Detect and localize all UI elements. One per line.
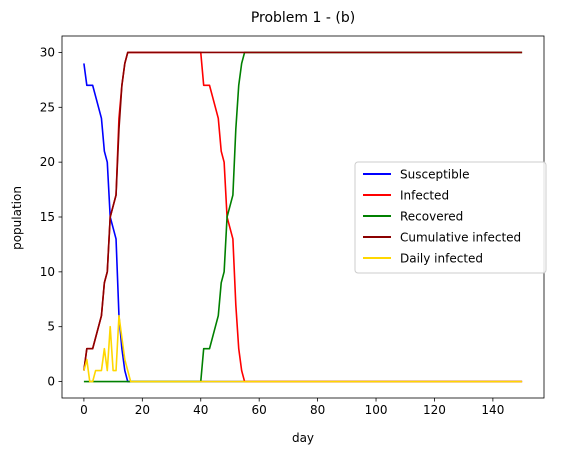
legend-label-daily-infected: Daily infected <box>400 252 483 266</box>
x-tick-label: 80 <box>310 403 325 417</box>
legend-label-infected: Infected <box>400 189 449 203</box>
y-tick-label: 0 <box>47 375 55 389</box>
series-layer <box>83 51 523 383</box>
series-line-cumulative-infected <box>83 51 523 371</box>
legend: Susceptible Infected Recovered Cumulative i… <box>354 161 547 274</box>
y-tick-label: 20 <box>40 155 55 169</box>
chart-title: Problem 1 - (b) <box>251 10 355 26</box>
y-tick-label: 25 <box>40 100 55 114</box>
legend-box <box>354 161 547 274</box>
y-tick-label: 15 <box>40 210 55 224</box>
series-line-susceptible <box>83 63 523 383</box>
x-tick-label: 60 <box>252 403 267 417</box>
x-tick-label: 140 <box>481 403 504 417</box>
legend-label-recovered: Recovered <box>400 210 463 224</box>
y-tick-label: 5 <box>47 320 55 334</box>
legend-label-susceptible: Susceptible <box>400 168 469 182</box>
series-line-recovered <box>83 51 523 383</box>
y-tick-label: 30 <box>40 45 55 59</box>
x-tick-label: 0 <box>80 403 88 417</box>
x-tick-label: 100 <box>365 403 388 417</box>
x-tick-label: 20 <box>135 403 150 417</box>
legend-label-cumulative-infected: Cumulative infected <box>400 231 521 245</box>
y-axis-label: population <box>10 186 24 250</box>
x-tick-label: 40 <box>193 403 208 417</box>
y-tick-label: 10 <box>40 265 55 279</box>
x-axis-label: day <box>292 431 314 445</box>
x-tick-label: 120 <box>423 403 446 417</box>
series-line-daily-infected <box>83 314 523 383</box>
